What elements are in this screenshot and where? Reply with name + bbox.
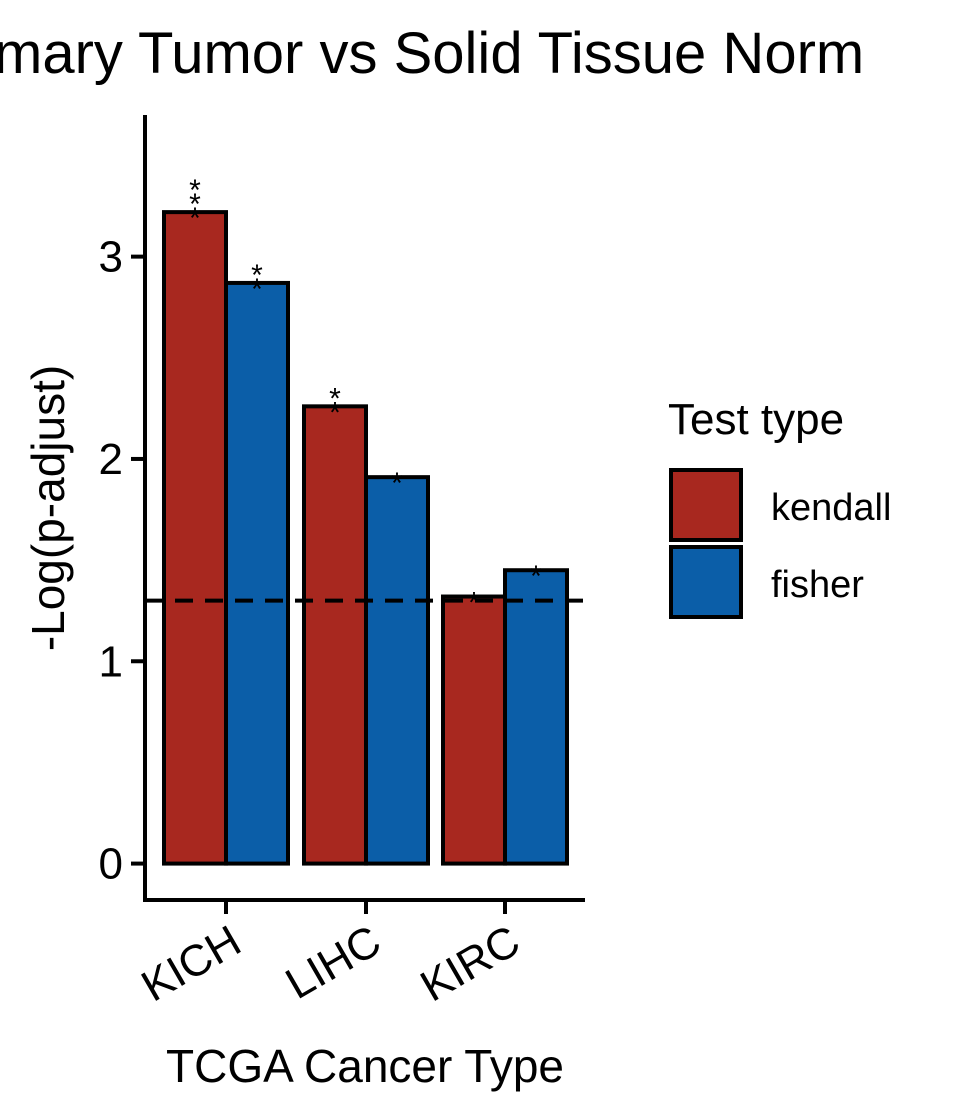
y-tick-label-1: 1	[99, 637, 123, 686]
legend: Test type kendall fisher	[668, 395, 891, 619]
significance-label-kendall-kich: *	[189, 202, 201, 235]
significance-label-kendall-kich: *	[189, 174, 201, 207]
significance-label-fisher-lihc: *	[391, 467, 403, 500]
significance-label-kendall-kich: *	[189, 188, 201, 221]
significance-label-fisher-kich: *	[251, 273, 263, 306]
y-axis-title: -Log(p-adjust)	[22, 365, 74, 651]
significance-label-fisher-kich: *	[251, 259, 263, 292]
legend-label-fisher: fisher	[771, 564, 864, 606]
bar-fisher-kirc	[503, 568, 569, 866]
bar-kendall-lihc	[302, 404, 368, 866]
legend-key-kendall	[669, 468, 743, 542]
legend-title: Test type	[668, 395, 844, 444]
legend-key-fisher	[669, 545, 743, 619]
significance-label-kendall-kirc: *	[468, 587, 480, 620]
significance-label-fisher-kirc: *	[530, 560, 542, 593]
bar-kendall-kich	[162, 210, 228, 866]
significance-label-kendall-lihc: *	[329, 382, 341, 415]
x-axis-title: TCGA Cancer Type	[166, 1040, 564, 1092]
legend-label-kendall: kendall	[771, 487, 891, 529]
x-tick-label-kich: KICH	[133, 916, 249, 1011]
chart-title: mary Tumor vs Solid Tissue Norm	[0, 21, 864, 86]
bar-kendall-kirc	[441, 594, 507, 866]
x-tick-label-kirc: KIRC	[412, 916, 528, 1011]
bar-fisher-kich	[224, 280, 290, 866]
y-tick-label-0: 0	[99, 840, 123, 889]
plot-area: **********	[145, 174, 585, 866]
y-tick-label-3: 3	[99, 233, 123, 282]
significance-label-kendall-lihc: *	[329, 396, 341, 429]
y-tick-label-2: 2	[99, 435, 123, 484]
bar-fisher-lihc	[364, 475, 430, 866]
x-tick-label-lihc: LIHC	[278, 916, 389, 1009]
